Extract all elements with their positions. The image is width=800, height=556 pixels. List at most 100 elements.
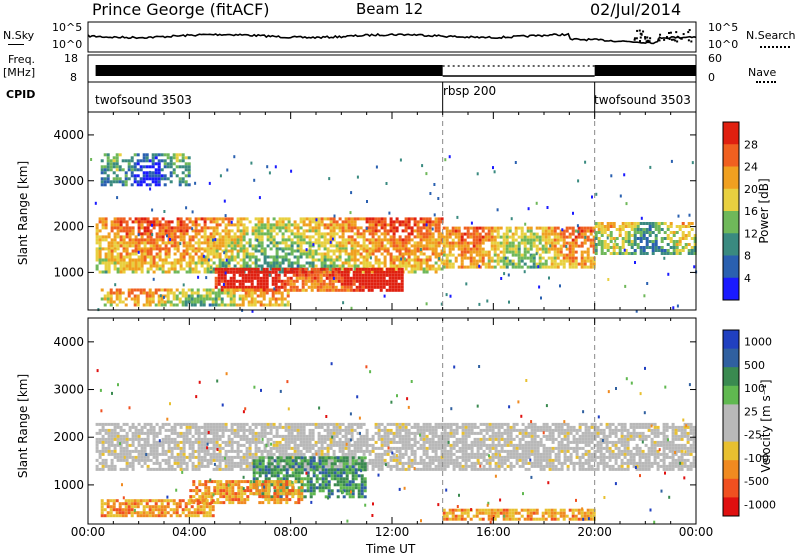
data-cell [138, 244, 141, 247]
data-cell [102, 426, 105, 429]
data-cell [380, 286, 383, 289]
nsearch-point [681, 38, 683, 40]
data-cell [366, 450, 369, 453]
data-cell [266, 268, 269, 271]
data-cell [374, 286, 377, 289]
data-cell [303, 220, 306, 223]
data-cell [99, 244, 102, 247]
data-cell [339, 241, 342, 244]
data-cell [179, 177, 182, 180]
data-cell [381, 247, 384, 250]
data-cell [312, 250, 315, 253]
data-cell [164, 177, 167, 180]
data-cell [293, 268, 296, 271]
data-cell [195, 235, 198, 238]
data-cell [300, 438, 303, 441]
data-cell [110, 304, 113, 307]
data-cell [622, 237, 625, 240]
data-cell [306, 438, 309, 441]
data-cell [222, 435, 225, 438]
data-cell [204, 465, 207, 468]
data-cell [125, 171, 128, 174]
data-cell [470, 266, 473, 269]
data-cell [432, 444, 435, 447]
data-cell [153, 441, 156, 444]
data-cell [153, 256, 156, 259]
data-cell [120, 253, 123, 256]
data-cell [116, 295, 119, 298]
data-cell [426, 241, 429, 244]
data-cell [102, 220, 105, 223]
data-cell [198, 444, 201, 447]
data-cell [309, 250, 312, 253]
data-cell [225, 465, 228, 468]
data-cell [569, 227, 572, 230]
data-cell [303, 444, 306, 447]
data-cell [324, 238, 327, 241]
data-cell [467, 236, 470, 239]
data-cell [164, 174, 167, 177]
data-cell [312, 265, 315, 268]
data-cell [270, 423, 273, 426]
data-cell [260, 289, 263, 292]
data-cell [539, 260, 542, 263]
data-cell [386, 289, 389, 292]
data-cell [126, 232, 129, 235]
data-cell [228, 465, 231, 468]
data-cell [189, 459, 192, 462]
data-cell [390, 220, 393, 223]
data-cell [138, 429, 141, 432]
data-cell [572, 227, 575, 230]
data-cell [239, 286, 242, 289]
data-cell [326, 283, 329, 286]
data-cell [242, 289, 245, 292]
data-cell [204, 271, 207, 274]
data-cell [378, 459, 381, 462]
data-cell [438, 232, 441, 235]
data-cell [321, 253, 324, 256]
data-cell [500, 266, 503, 269]
data-cell [293, 280, 296, 283]
data-cell [330, 423, 333, 426]
data-cell [248, 301, 251, 304]
data-cell [231, 447, 234, 450]
data-cell [539, 242, 542, 245]
data-cell [204, 229, 207, 232]
data-cell [170, 156, 173, 159]
data-cell [216, 432, 219, 435]
data-cell [210, 459, 213, 462]
data-cell [692, 161, 694, 164]
data-cell [381, 262, 384, 265]
data-cell [188, 162, 191, 165]
data-cell [374, 283, 377, 286]
data-cell [375, 220, 378, 223]
data-cell [344, 289, 347, 292]
data-cell [420, 456, 423, 459]
data-cell [329, 277, 332, 280]
data-cell [417, 429, 420, 432]
data-cell [458, 254, 461, 257]
data-cell [524, 242, 527, 245]
data-cell [194, 182, 196, 185]
data-cell [566, 242, 569, 245]
data-cell [101, 180, 104, 183]
data-cell [260, 283, 263, 286]
data-cell [464, 245, 467, 248]
data-cell [183, 235, 186, 238]
data-cell [476, 260, 479, 263]
data-cell [530, 230, 533, 233]
data-cell [332, 286, 335, 289]
data-cell [140, 180, 143, 183]
data-cell [108, 259, 111, 262]
data-cell [134, 298, 137, 301]
data-cell [476, 254, 479, 257]
data-cell [408, 220, 411, 223]
data-cell [189, 444, 192, 447]
data-cell [497, 254, 500, 257]
data-cell [315, 232, 318, 235]
data-cell [458, 245, 461, 248]
data-cell [162, 459, 165, 462]
data-cell [171, 456, 174, 459]
data-cell [207, 253, 210, 256]
data-cell [219, 265, 222, 268]
